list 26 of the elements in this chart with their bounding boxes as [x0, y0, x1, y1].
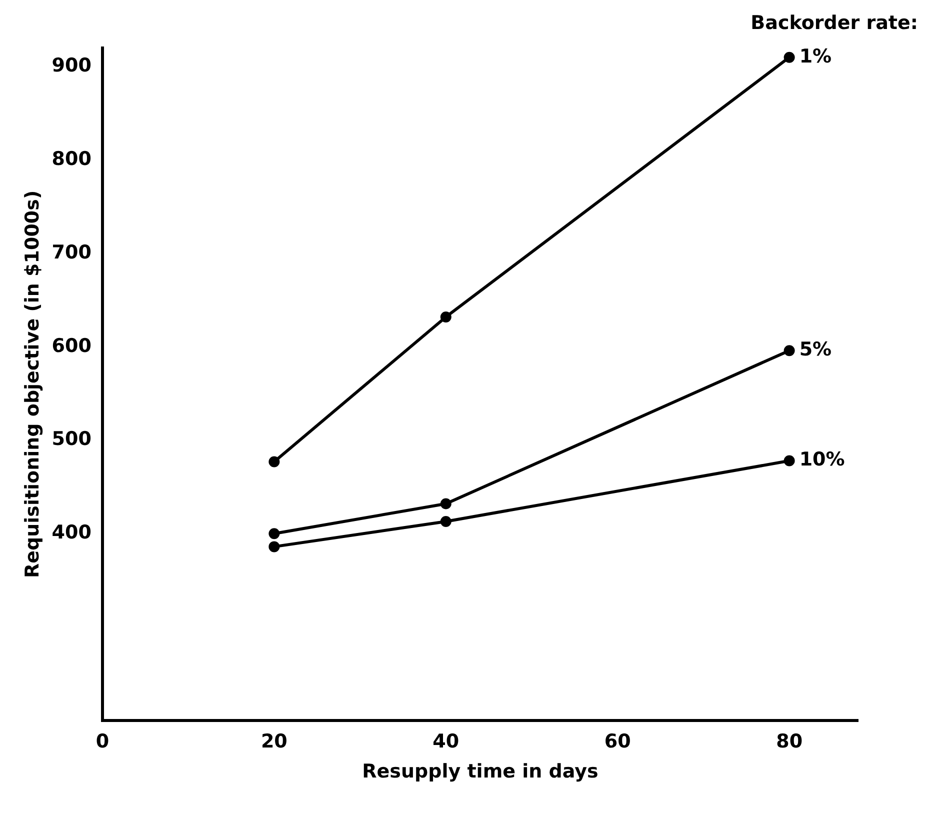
x-tick-label: 20: [260, 730, 288, 753]
x-tick-label: 60: [604, 730, 631, 753]
series-label: 10%: [799, 448, 845, 471]
point: [268, 456, 280, 468]
x-axis-title: Resupply time in days: [362, 760, 598, 783]
point: [784, 52, 795, 63]
point: [784, 345, 795, 356]
x-tick-label: 80: [776, 730, 803, 753]
x-tick-label: 0: [96, 730, 110, 753]
series-label: 5%: [799, 338, 832, 361]
y-tick-label: 800: [52, 148, 92, 170]
y-axis-title: Requisitioning objective (in $1000s): [21, 190, 44, 578]
point: [440, 311, 452, 322]
point: [784, 455, 795, 466]
y-tick-label: 500: [52, 428, 92, 450]
point: [268, 528, 280, 540]
point: [268, 541, 280, 552]
legend-title: Backorder rate:: [750, 12, 918, 34]
x-tick-label: 40: [432, 730, 460, 753]
y-tick-label: 700: [52, 241, 92, 264]
series-label: 1%: [799, 45, 832, 68]
y-tick-label: 600: [52, 334, 92, 357]
point: [440, 516, 452, 527]
y-tick-label: 400: [52, 522, 92, 544]
point: [440, 498, 452, 510]
y-tick-label: 900: [52, 54, 92, 77]
